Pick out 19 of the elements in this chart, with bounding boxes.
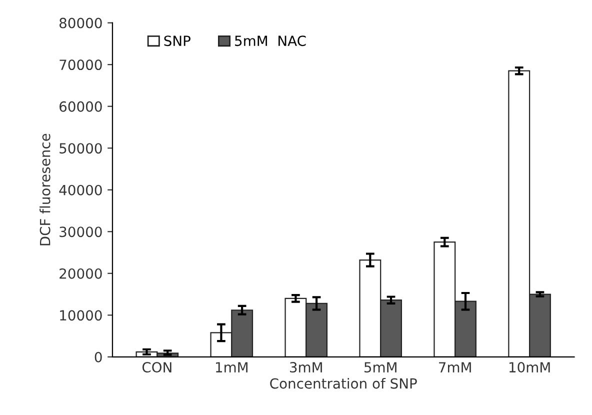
x-tick-label: CON [142, 362, 172, 373]
y-tick-label: 10000 [60, 310, 102, 321]
x-axis-title: Concentration of SNP [270, 378, 417, 389]
y-axis-title: DCF fluoresence [40, 134, 50, 246]
x-tick-label: 1mM [216, 362, 248, 372]
legend-label: 5mM NAC [235, 36, 306, 46]
legend-label: SNP [164, 36, 190, 46]
y-tick-label: 80000 [60, 18, 102, 28]
x-tick-label: 10mM [509, 362, 550, 373]
x-tick-label: 3mM [290, 362, 322, 373]
y-tick-label: 20000 [60, 268, 102, 279]
x-tick-label: 7mM [439, 362, 471, 372]
y-tick-label: 50000 [60, 143, 102, 154]
y-tick-label: 60000 [60, 101, 102, 112]
y-tick-label: 30000 [60, 226, 102, 238]
y-tick-label: 70000 [60, 60, 102, 70]
x-tick-label: 5mM [364, 362, 396, 373]
y-tick-label: 40000 [59, 184, 102, 196]
y-tick-label: 0 [94, 352, 102, 362]
